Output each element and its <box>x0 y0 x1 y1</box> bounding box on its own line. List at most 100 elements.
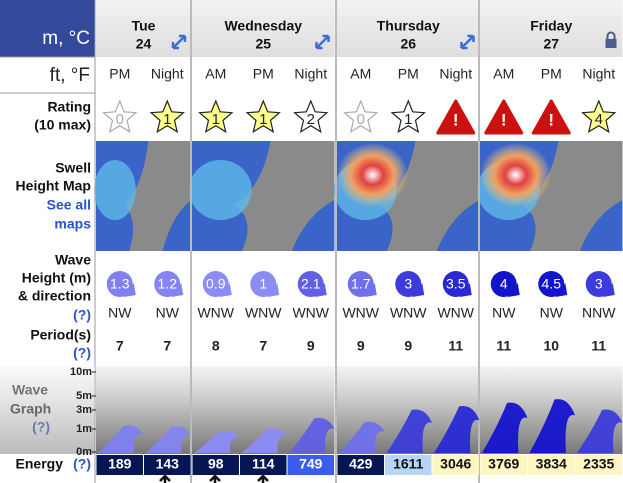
energy-value: 3046 <box>440 456 471 472</box>
imperial-unit[interactable]: ft, °F <box>50 65 90 86</box>
wave-shape <box>98 425 144 453</box>
wave-height-circle <box>395 271 422 297</box>
wave-shape <box>241 428 287 453</box>
energy-value: 3769 <box>488 456 519 472</box>
row-label: (10 max) <box>34 117 91 133</box>
time-slot: Night <box>582 66 615 82</box>
wave-direction: WNW <box>292 305 329 321</box>
wave-height-circle <box>347 271 374 297</box>
wave-height-value: 3 <box>404 276 412 292</box>
energy-value: 429 <box>349 456 373 472</box>
energy-value: 114 <box>252 456 275 472</box>
time-slot: PM <box>398 66 419 82</box>
energy-value: 1611 <box>393 456 424 472</box>
rating-star <box>149 99 185 134</box>
energy-cell <box>287 455 334 475</box>
rating-value: 0 <box>357 111 365 128</box>
y-tick-label: 1m <box>76 423 92 435</box>
expand-icon[interactable] <box>460 34 475 50</box>
warning-mark: ! <box>548 110 554 129</box>
rating-value: 0 <box>116 111 124 128</box>
wave-height-circle <box>250 271 277 297</box>
help-link[interactable]: (?) <box>73 345 91 361</box>
wave-direction: WNW <box>245 305 282 321</box>
day-name: Tue <box>132 18 156 34</box>
row-label: Height Map <box>16 178 91 194</box>
map-land <box>234 141 335 251</box>
wave-height-circle <box>106 271 133 297</box>
day-date: 26 <box>400 36 416 52</box>
period-value: 7 <box>259 338 267 354</box>
expand-icon[interactable] <box>171 34 187 50</box>
time-slot: PM <box>541 66 562 82</box>
row-label: Swell <box>55 160 91 176</box>
wave-shape <box>194 430 240 453</box>
energy-cell <box>337 455 384 475</box>
maps-link[interactable]: See all <box>47 197 91 213</box>
y-tick-label: 3m <box>76 404 92 416</box>
wave-height-circle <box>585 271 612 297</box>
wave-direction: NW <box>492 305 516 321</box>
map-swell <box>189 160 252 220</box>
energy-cell <box>385 455 432 475</box>
day-date: 27 <box>543 36 559 52</box>
unit-box[interactable] <box>0 0 95 57</box>
energy-value: 2335 <box>583 456 614 472</box>
wave-height-value: 1.3 <box>110 276 130 292</box>
period-value: 11 <box>591 338 606 354</box>
wave-height-value: 4 <box>500 276 508 292</box>
time-slot: PM <box>109 66 130 82</box>
energy-cell <box>240 455 287 475</box>
warning-mark: ! <box>501 110 507 129</box>
wave-direction: NW <box>540 305 564 321</box>
period-value: 7 <box>116 338 124 354</box>
energy-cell <box>480 455 527 475</box>
warning-icon <box>484 99 524 135</box>
wave-height-circle <box>538 271 565 297</box>
y-tick-label: 5m <box>76 390 92 402</box>
wave-shape <box>577 409 623 453</box>
wave-shape <box>145 426 191 453</box>
time-slot: Night <box>294 66 327 82</box>
time-slot: Night <box>439 66 472 82</box>
wave-direction: WNW <box>342 305 379 321</box>
map-land <box>379 141 480 251</box>
energy-value: 189 <box>108 456 132 472</box>
energy-cell <box>96 455 143 475</box>
energy-value: 3834 <box>536 456 567 472</box>
rating-value: 1 <box>212 111 220 128</box>
warning-mark: ! <box>453 110 459 129</box>
wave-shape <box>289 417 335 453</box>
swell-map[interactable] <box>94 141 191 251</box>
energy-cell <box>575 455 622 475</box>
metric-unit[interactable]: m, °C <box>42 28 90 49</box>
swell-map[interactable] <box>189 141 335 251</box>
rating-star <box>390 99 426 134</box>
wave-height-circle <box>442 271 469 297</box>
maps-link[interactable]: maps <box>54 216 91 232</box>
rating-value: 1 <box>404 111 412 128</box>
wave-height-circle <box>490 271 517 297</box>
wave-direction: NNW <box>582 305 616 321</box>
wave-shape <box>434 406 480 453</box>
rating-star <box>293 99 329 134</box>
wave-height-value: 2.1 <box>301 276 321 292</box>
day-date: 25 <box>255 36 271 52</box>
expand-icon[interactable] <box>315 34 330 50</box>
rating-star <box>245 99 281 134</box>
swell-map[interactable] <box>477 141 623 251</box>
energy-cell <box>144 455 191 475</box>
wave-height-circle <box>154 271 181 297</box>
swell-map[interactable] <box>334 141 480 251</box>
help-link[interactable]: (?) <box>73 456 91 472</box>
wind-arrow <box>257 474 269 483</box>
day-name: Friday <box>530 18 572 34</box>
period-value: 9 <box>357 338 365 354</box>
row-label: Rating <box>47 99 91 115</box>
wave-direction: NW <box>108 305 132 321</box>
row-label: Wave <box>55 252 91 268</box>
help-link[interactable]: (?) <box>73 307 91 323</box>
wave-height-circle <box>297 271 324 297</box>
wave-direction: WNW <box>390 305 427 321</box>
energy-value: 143 <box>156 456 180 472</box>
